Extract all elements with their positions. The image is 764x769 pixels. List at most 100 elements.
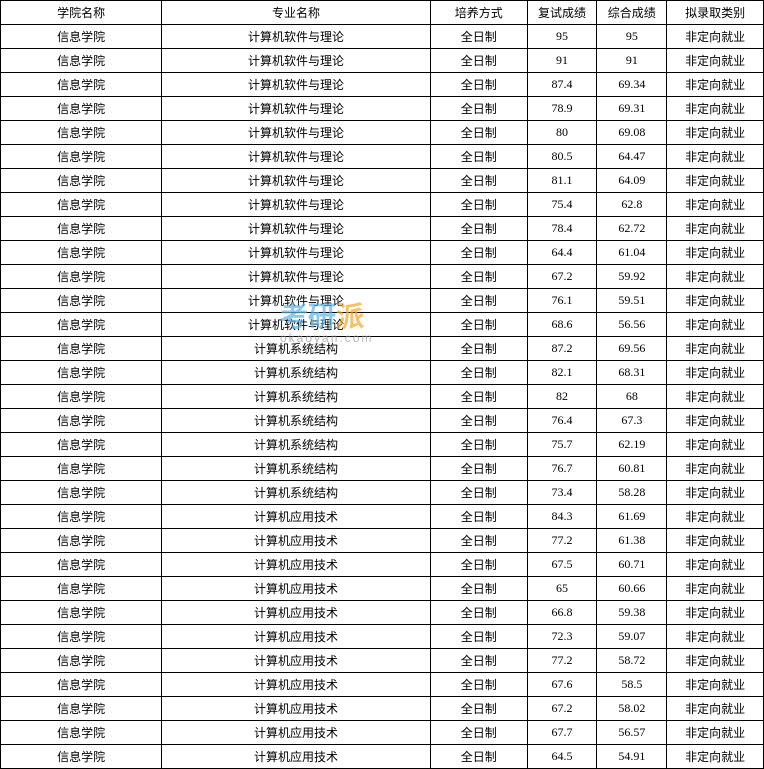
table-cell: 计算机系统结构 — [162, 337, 431, 361]
table-cell: 非定向就业 — [667, 193, 764, 217]
table-cell: 非定向就业 — [667, 481, 764, 505]
table-cell: 非定向就业 — [667, 361, 764, 385]
table-cell: 95 — [597, 25, 667, 49]
table-cell: 非定向就业 — [667, 313, 764, 337]
table-cell: 60.81 — [597, 457, 667, 481]
table-row: 信息学院计算机应用技术全日制67.658.5非定向就业 — [1, 673, 764, 697]
table-cell: 非定向就业 — [667, 457, 764, 481]
table-cell: 信息学院 — [1, 73, 162, 97]
table-cell: 87.4 — [527, 73, 597, 97]
table-header: 学院名称 专业名称 培养方式 复试成绩 综合成绩 拟录取类别 — [1, 1, 764, 25]
table-cell: 计算机软件与理论 — [162, 241, 431, 265]
table-cell: 84.3 — [527, 505, 597, 529]
table-cell: 75.4 — [527, 193, 597, 217]
table-cell: 全日制 — [430, 601, 527, 625]
table-row: 信息学院计算机软件与理论全日制80.564.47非定向就业 — [1, 145, 764, 169]
table-cell: 计算机软件与理论 — [162, 193, 431, 217]
table-cell: 61.69 — [597, 505, 667, 529]
table-row: 信息学院计算机应用技术全日制66.859.38非定向就业 — [1, 601, 764, 625]
table-cell: 78.4 — [527, 217, 597, 241]
table-cell: 77.2 — [527, 529, 597, 553]
table-cell: 计算机软件与理论 — [162, 169, 431, 193]
table-cell: 91 — [527, 49, 597, 73]
table-cell: 信息学院 — [1, 145, 162, 169]
table-cell: 全日制 — [430, 481, 527, 505]
table-cell: 64.4 — [527, 241, 597, 265]
table-cell: 58.5 — [597, 673, 667, 697]
table-cell: 非定向就业 — [667, 73, 764, 97]
table-cell: 全日制 — [430, 97, 527, 121]
table-cell: 60.66 — [597, 577, 667, 601]
admission-table: 学院名称 专业名称 培养方式 复试成绩 综合成绩 拟录取类别 信息学院计算机软件… — [0, 0, 764, 769]
table-cell: 67.3 — [597, 409, 667, 433]
table-cell: 信息学院 — [1, 553, 162, 577]
table-cell: 计算机应用技术 — [162, 505, 431, 529]
table-cell: 非定向就业 — [667, 409, 764, 433]
table-cell: 信息学院 — [1, 265, 162, 289]
table-cell: 非定向就业 — [667, 121, 764, 145]
table-cell: 信息学院 — [1, 25, 162, 49]
table-cell: 62.8 — [597, 193, 667, 217]
table-cell: 64.09 — [597, 169, 667, 193]
table-cell: 72.3 — [527, 625, 597, 649]
table-cell: 全日制 — [430, 289, 527, 313]
table-cell: 计算机应用技术 — [162, 601, 431, 625]
table-cell: 非定向就业 — [667, 625, 764, 649]
table-row: 信息学院计算机软件与理论全日制87.469.34非定向就业 — [1, 73, 764, 97]
table-cell: 全日制 — [430, 241, 527, 265]
table-cell: 非定向就业 — [667, 265, 764, 289]
table-cell: 非定向就业 — [667, 337, 764, 361]
table-cell: 81.1 — [527, 169, 597, 193]
table-cell: 信息学院 — [1, 697, 162, 721]
table-cell: 全日制 — [430, 145, 527, 169]
table-cell: 59.38 — [597, 601, 667, 625]
table-cell: 91 — [597, 49, 667, 73]
table-cell: 全日制 — [430, 697, 527, 721]
table-cell: 非定向就业 — [667, 97, 764, 121]
table-cell: 非定向就业 — [667, 385, 764, 409]
table-cell: 信息学院 — [1, 385, 162, 409]
table-row: 信息学院计算机软件与理论全日制75.462.8非定向就业 — [1, 193, 764, 217]
table-cell: 全日制 — [430, 313, 527, 337]
table-cell: 信息学院 — [1, 577, 162, 601]
table-cell: 全日制 — [430, 385, 527, 409]
table-cell: 非定向就业 — [667, 49, 764, 73]
table-cell: 61.04 — [597, 241, 667, 265]
table-cell: 66.8 — [527, 601, 597, 625]
table-cell: 全日制 — [430, 265, 527, 289]
table-cell: 计算机软件与理论 — [162, 73, 431, 97]
table-cell: 77.2 — [527, 649, 597, 673]
table-cell: 信息学院 — [1, 745, 162, 769]
table-cell: 全日制 — [430, 721, 527, 745]
table-row: 信息学院计算机软件与理论全日制78.969.31非定向就业 — [1, 97, 764, 121]
table-cell: 计算机软件与理论 — [162, 49, 431, 73]
table-cell: 信息学院 — [1, 673, 162, 697]
table-row: 信息学院计算机系统结构全日制87.269.56非定向就业 — [1, 337, 764, 361]
table-cell: 信息学院 — [1, 97, 162, 121]
table-cell: 全日制 — [430, 169, 527, 193]
table-cell: 67.2 — [527, 697, 597, 721]
table-cell: 信息学院 — [1, 217, 162, 241]
table-cell: 76.1 — [527, 289, 597, 313]
table-cell: 95 — [527, 25, 597, 49]
table-row: 信息学院计算机应用技术全日制67.560.71非定向就业 — [1, 553, 764, 577]
table-cell: 非定向就业 — [667, 433, 764, 457]
table-cell: 全日制 — [430, 361, 527, 385]
table-cell: 非定向就业 — [667, 745, 764, 769]
table-cell: 69.56 — [597, 337, 667, 361]
table-row: 信息学院计算机软件与理论全日制9191非定向就业 — [1, 49, 764, 73]
table-cell: 非定向就业 — [667, 169, 764, 193]
header-school: 学院名称 — [1, 1, 162, 25]
table-cell: 全日制 — [430, 25, 527, 49]
table-cell: 信息学院 — [1, 433, 162, 457]
table-cell: 68.6 — [527, 313, 597, 337]
table-cell: 全日制 — [430, 625, 527, 649]
table-cell: 全日制 — [430, 673, 527, 697]
table-cell: 全日制 — [430, 505, 527, 529]
table-cell: 非定向就业 — [667, 673, 764, 697]
table-cell: 65 — [527, 577, 597, 601]
table-cell: 计算机软件与理论 — [162, 145, 431, 169]
table-row: 信息学院计算机应用技术全日制77.258.72非定向就业 — [1, 649, 764, 673]
table-cell: 信息学院 — [1, 409, 162, 433]
table-cell: 62.19 — [597, 433, 667, 457]
